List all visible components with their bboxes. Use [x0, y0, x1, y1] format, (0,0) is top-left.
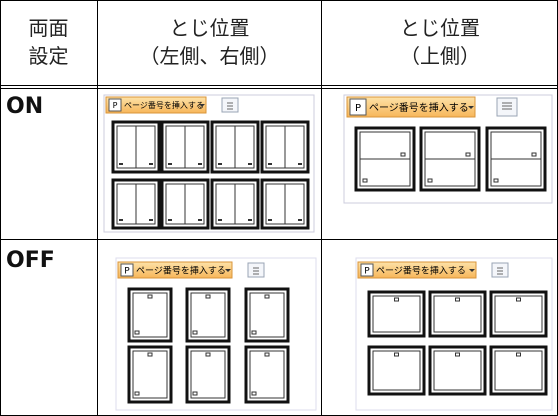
toolbar-button [105, 96, 207, 114]
page-number [251, 330, 257, 335]
toolbar-button [357, 261, 477, 279]
header-cell: とじ位置 （上側） [322, 14, 558, 70]
page-number [268, 163, 272, 165]
page-number [248, 219, 252, 221]
page-number [298, 219, 302, 221]
toolbar-button [491, 262, 509, 278]
page-number [119, 219, 123, 221]
page-inner [494, 295, 543, 333]
dropdown-arrow [199, 104, 205, 107]
page-number [119, 163, 123, 165]
page-number [134, 330, 140, 335]
page-number [149, 219, 153, 221]
page-number [394, 297, 399, 302]
page-number [298, 163, 302, 165]
page-number [268, 219, 272, 221]
page-number [205, 294, 211, 299]
page-inner [132, 350, 168, 399]
page-number [400, 152, 406, 157]
header-text: （左側、右側） [139, 44, 280, 68]
page-number [516, 297, 521, 302]
page-number [362, 178, 368, 183]
page-number [168, 163, 172, 165]
button-icon: P [364, 266, 370, 276]
page-number [168, 219, 172, 221]
button-icon: P [355, 103, 361, 114]
page-number [198, 219, 202, 221]
header-cell: とじ位置 （左側、右側） [98, 14, 321, 70]
page-number [531, 152, 537, 157]
page-inner [190, 350, 226, 399]
icon-box [108, 98, 122, 112]
header-text: 設定 [28, 44, 69, 68]
button-label: ページ番号を挿入する [376, 264, 466, 276]
page-number [264, 352, 270, 357]
dropdown-arrow [225, 269, 231, 272]
header-text: とじ位置 [400, 16, 480, 40]
page-number [147, 294, 153, 299]
page-number [455, 352, 460, 357]
button-label: ページ番号を挿入する [124, 100, 204, 110]
page-number [465, 152, 471, 157]
header-text: とじ位置 [169, 16, 250, 40]
page-number [192, 330, 198, 335]
page-number [149, 163, 153, 165]
header-text: 両面 [28, 16, 69, 40]
page-number [427, 178, 433, 183]
toolbar-button [117, 261, 233, 279]
row-label: OFF [6, 248, 55, 273]
icon-box [120, 263, 134, 277]
page-inner [190, 292, 226, 338]
page-number [192, 391, 198, 396]
page-inner [372, 350, 421, 391]
page-inner [433, 295, 482, 333]
icon-box [349, 98, 367, 116]
page-number [394, 352, 399, 357]
dropdown-arrow [469, 269, 475, 272]
toolbar-button [221, 97, 239, 113]
page-inner [249, 350, 285, 399]
page-number [218, 219, 222, 221]
icon-box [360, 263, 374, 277]
page-number [147, 352, 153, 357]
button-icon: P [113, 101, 118, 110]
button-label: ページ番号を挿入する [369, 101, 469, 114]
toolbar-button [496, 97, 518, 117]
page-inner [249, 292, 285, 338]
page-inner [433, 350, 482, 391]
page-number [218, 163, 222, 165]
header-cell: 両面 設定 [0, 14, 97, 70]
page-number [205, 352, 211, 357]
row-label: ON [6, 94, 44, 119]
page-inner [132, 292, 168, 338]
page-number [264, 294, 270, 299]
page-number [455, 297, 460, 302]
page-number [134, 391, 140, 396]
page-number [198, 163, 202, 165]
header-text: （上側） [400, 44, 480, 68]
dropdown-arrow [468, 106, 474, 109]
toolbar-button [247, 262, 265, 278]
page-number [248, 163, 252, 165]
page-number [516, 352, 521, 357]
page-inner [494, 350, 543, 391]
page-number [493, 178, 499, 183]
button-label: ページ番号を挿入する [136, 264, 226, 276]
page-number [251, 391, 257, 396]
button-icon: P [124, 266, 130, 276]
page-inner [372, 295, 421, 333]
toolbar-button [346, 96, 476, 118]
